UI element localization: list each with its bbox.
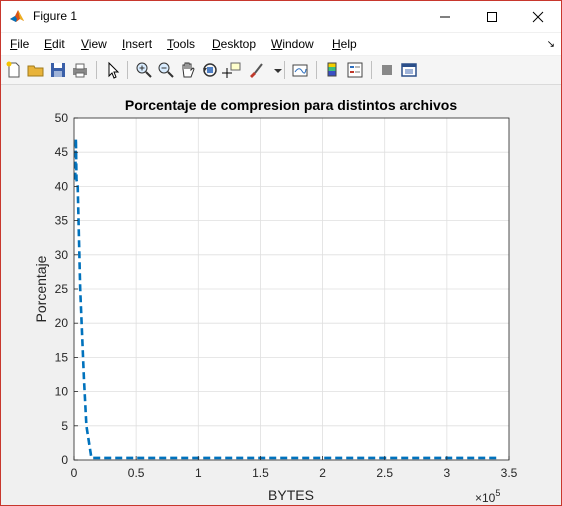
- window-title: Figure 1: [33, 9, 78, 23]
- maximize-icon: [487, 12, 497, 22]
- show-plot-tools-icon[interactable]: [399, 60, 419, 80]
- x-exponent-power: 5: [495, 488, 500, 498]
- series-line: [73, 138, 497, 460]
- close-button[interactable]: [515, 1, 561, 32]
- x-tick-label: 1.5: [252, 466, 269, 480]
- x-tick-label: 1: [195, 466, 202, 480]
- figure-toolbar: [1, 56, 561, 85]
- menu-view[interactable]: View: [81, 37, 107, 51]
- y-tick-label: 0: [61, 453, 68, 467]
- zoom-in-icon[interactable]: [134, 60, 154, 80]
- y-tick-label: 5: [61, 419, 68, 433]
- title-bar[interactable]: Figure 1: [1, 1, 561, 32]
- pan-icon[interactable]: [178, 60, 198, 80]
- print-icon[interactable]: [70, 60, 90, 80]
- y-axis-label: Porcentaje: [33, 255, 49, 322]
- x-tick-label: 0: [71, 466, 78, 480]
- x-tick-label: 2: [319, 466, 326, 480]
- colorbar-icon[interactable]: [322, 60, 342, 80]
- rotate-3d-icon[interactable]: [200, 60, 220, 80]
- matlab-logo-icon: [9, 8, 25, 24]
- x-tick-label: 2.5: [376, 466, 393, 480]
- dock-arrow-icon[interactable]: ↘: [546, 39, 555, 50]
- y-tick-label: 25: [55, 282, 69, 296]
- menu-desktop[interactable]: Desktop: [212, 37, 257, 51]
- y-tick-label: 50: [55, 111, 69, 125]
- menu-bar: File Edit View Insert Tools Desktop Wind…: [1, 33, 561, 55]
- menu-file[interactable]: File: [10, 37, 30, 51]
- y-tick-label: 45: [55, 145, 69, 159]
- minimize-icon: [440, 16, 450, 18]
- legend-icon[interactable]: [345, 60, 365, 80]
- y-tick-label: 20: [55, 316, 69, 330]
- y-tick-label: 10: [55, 385, 69, 399]
- minimize-button[interactable]: [422, 1, 468, 32]
- x-axis-label: BYTES: [268, 487, 314, 503]
- data-cursor-icon[interactable]: [222, 60, 242, 80]
- y-tick-label: 30: [55, 248, 69, 262]
- new-figure-icon[interactable]: [4, 60, 24, 80]
- close-icon: [532, 11, 544, 23]
- menu-window[interactable]: Window: [271, 37, 314, 51]
- save-icon[interactable]: [48, 60, 68, 80]
- zoom-out-icon[interactable]: [156, 60, 176, 80]
- open-file-icon[interactable]: [26, 60, 46, 80]
- y-tick-label: 15: [55, 350, 69, 364]
- link-plot-icon[interactable]: [290, 60, 310, 80]
- chart-title: Porcentaje de compresion para distintos …: [125, 97, 457, 113]
- x-exponent-base: ×10: [475, 491, 496, 505]
- y-tick-label: 40: [55, 179, 69, 193]
- menu-edit[interactable]: Edit: [44, 37, 65, 51]
- y-tick-label: 35: [55, 214, 69, 228]
- brush-icon[interactable]: [246, 60, 266, 80]
- pointer-icon[interactable]: [103, 60, 123, 80]
- hide-plot-tools-icon[interactable]: [377, 60, 397, 80]
- maximize-button[interactable]: [469, 1, 515, 32]
- plot-area[interactable]: 0 0.5 1 1.5 2 2.5 3 3.5 0 5 10 15 20 25 30 35 40 45 50 Por…: [1, 85, 561, 505]
- x-tick-label: 3.5: [501, 466, 518, 480]
- menu-insert[interactable]: Insert: [122, 37, 153, 51]
- menu-tools[interactable]: Tools: [167, 37, 196, 51]
- x-exponent-label: ×105: [475, 488, 500, 505]
- menu-help[interactable]: Help: [332, 37, 357, 51]
- x-tick-label: 0.5: [128, 466, 145, 480]
- brush-dropdown-icon[interactable]: [268, 60, 282, 80]
- x-tick-label: 3: [444, 466, 451, 480]
- figure-canvas: 0 0.5 1 1.5 2 2.5 3 3.5 0 5 10 15 20 25 30 35 40 45 50 Por…: [1, 85, 561, 505]
